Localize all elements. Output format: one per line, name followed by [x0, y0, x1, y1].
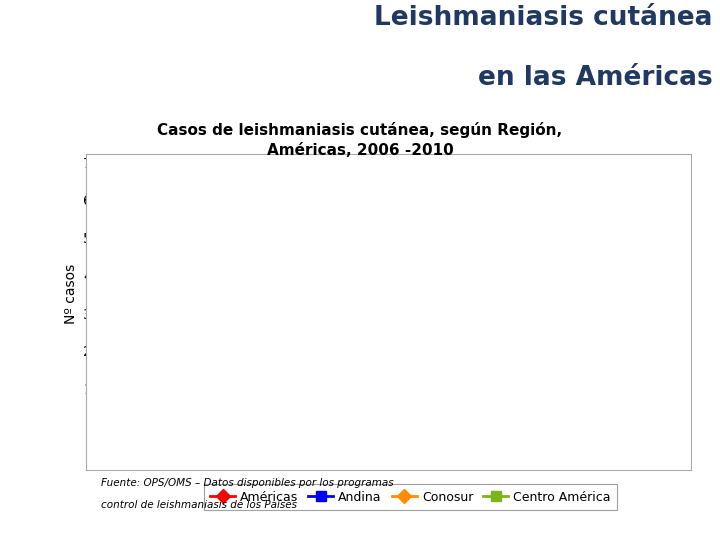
Andina	[625, 318, 634, 324]
Andina	[406, 333, 415, 339]
Conosur	[406, 352, 415, 358]
Text: Leishmaniasis cutánea: Leishmaniasis cutánea	[374, 5, 713, 31]
Centro América	[406, 388, 415, 394]
Centro América	[297, 401, 305, 407]
Andina	[297, 314, 305, 320]
Line: Andina: Andina	[186, 301, 634, 341]
Line: Centro América: Centro América	[186, 386, 634, 409]
Text: control de leishmaniasis de los Países: control de leishmaniasis de los Países	[101, 500, 297, 510]
Andina	[187, 302, 196, 309]
Centro América	[625, 397, 634, 403]
Américas	[625, 212, 634, 218]
Line: Américas: Américas	[186, 187, 634, 231]
Text: Fuente: OPS/OMS – Datos disponibles por los programas: Fuente: OPS/OMS – Datos disponibles por …	[101, 478, 393, 488]
Text: Américas, 2006 -2010: Américas, 2006 -2010	[266, 143, 454, 158]
Line: Conosur: Conosur	[186, 342, 634, 360]
Américas	[297, 212, 305, 218]
X-axis label: Ano: Ano	[396, 458, 425, 474]
Centro América	[187, 391, 196, 397]
Andina	[516, 315, 524, 322]
Legend: Américas, Andina, Conosur, Centro América: Américas, Andina, Conosur, Centro Améric…	[204, 484, 617, 510]
Y-axis label: Nº casos: Nº casos	[63, 264, 78, 325]
Américas	[516, 204, 524, 211]
Text: Casos de leishmaniasis cutánea, según Región,: Casos de leishmaniasis cutánea, según Re…	[158, 122, 562, 138]
Conosur	[625, 344, 634, 350]
Conosur	[297, 346, 305, 353]
Centro América	[516, 393, 524, 400]
Conosur	[516, 344, 524, 350]
Américas	[187, 189, 196, 195]
Text: en las Américas: en las Américas	[478, 65, 713, 91]
Conosur	[187, 344, 196, 350]
Américas	[406, 223, 415, 230]
